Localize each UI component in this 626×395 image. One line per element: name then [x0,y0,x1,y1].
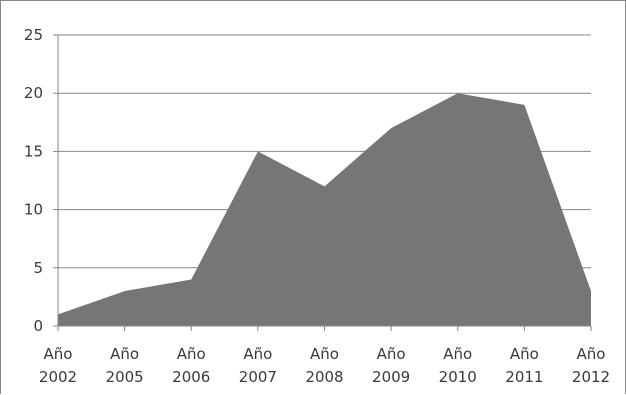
y-tick-label: 5 [33,259,43,277]
y-tick-label: 15 [24,142,43,160]
y-tick-label: 25 [24,26,43,44]
y-tick-label: 10 [24,201,43,219]
y-tick-label: 0 [33,317,43,335]
y-tick-label: 20 [24,84,43,102]
